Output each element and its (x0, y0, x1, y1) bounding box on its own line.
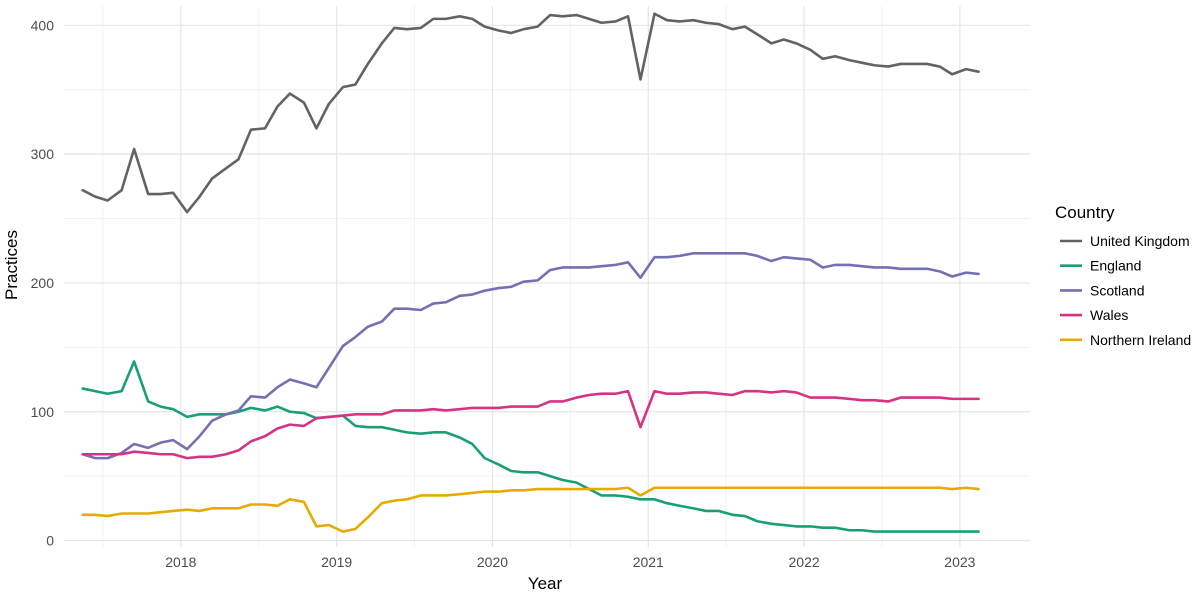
legend-label-wales: Wales (1090, 307, 1128, 323)
series-line-wales (81, 389, 980, 460)
series-line-united-kingdom (81, 12, 980, 214)
major-gridlines (64, 6, 1030, 547)
y-axis-tick-labels: 0 100 200 300 400 (31, 17, 55, 548)
x-tick-label: 2021 (633, 554, 664, 570)
series-lines (81, 12, 980, 533)
y-tick-label: 300 (31, 146, 55, 162)
legend-label-scotland: Scotland (1090, 282, 1144, 298)
minor-gridlines (64, 6, 1030, 547)
y-tick-label: 0 (46, 533, 54, 549)
series-line-northern-ireland (81, 486, 980, 533)
x-tick-label: 2018 (165, 554, 196, 570)
legend-label-england: England (1090, 258, 1141, 274)
legend-items: United Kingdom England Scotland Wales Northe… (1060, 233, 1191, 348)
series-line-scotland (81, 252, 980, 460)
x-axis-title: Year (528, 574, 563, 593)
series-line-england (81, 360, 980, 533)
x-tick-label: 2023 (944, 554, 975, 570)
y-tick-label: 100 (31, 404, 55, 420)
x-axis-tick-labels: 2018 2019 2020 2021 2022 2023 (165, 554, 975, 570)
x-tick-label: 2019 (321, 554, 352, 570)
x-tick-label: 2020 (477, 554, 508, 570)
legend-label-northern-ireland: Northern Ireland (1090, 332, 1191, 348)
y-axis-title: Practices (2, 230, 21, 300)
legend-label-united-kingdom: United Kingdom (1090, 233, 1190, 249)
y-tick-label: 200 (31, 275, 55, 291)
legend-title: Country (1055, 203, 1115, 222)
legend: Country United Kingdom England Scotland Wal… (1055, 203, 1191, 348)
x-tick-label: 2022 (789, 554, 820, 570)
y-tick-label: 400 (31, 17, 55, 33)
